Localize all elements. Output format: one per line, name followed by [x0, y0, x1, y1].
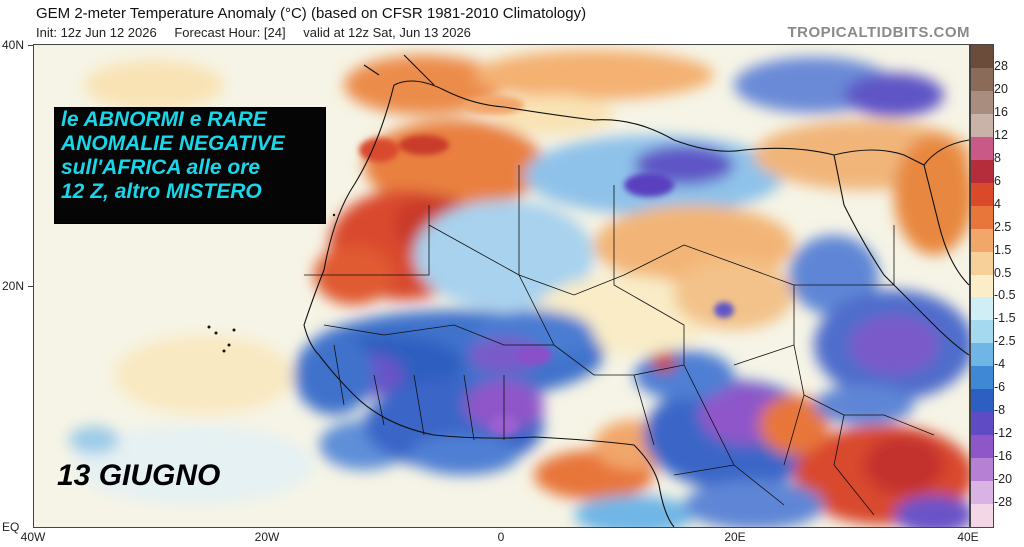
colorbar-label: 20 — [994, 81, 1008, 96]
valid-time: valid at 12z Sat, Jun 13 2026 — [303, 25, 471, 40]
colorbar-label: 28 — [994, 58, 1008, 73]
lon-label-0: 0 — [497, 530, 505, 544]
init-time: Init: 12z Jun 12 2026 — [36, 25, 157, 40]
annotation-line: le ABNORMI e RARE — [61, 108, 267, 131]
colorbar-swatch — [971, 182, 993, 206]
site-brand: TROPICALTIDBITS.COM — [787, 24, 970, 41]
lon-label-20e: 20E — [724, 530, 746, 544]
colorbar-swatch — [971, 159, 993, 183]
annotation-line: ANOMALIE NEGATIVE — [61, 132, 285, 155]
annotation-box: le ABNORMI e RARE ANOMALIE NEGATIVE sull… — [54, 107, 326, 224]
lat-label-20n: 20N — [2, 279, 25, 293]
chart-subtitle: Init: 12z Jun 12 2026 Forecast Hour: [24… — [36, 25, 485, 40]
colorbar-swatch — [971, 435, 993, 459]
colorbar-swatch — [971, 113, 993, 137]
colorbar-label: 4 — [994, 196, 1001, 211]
colorbar-swatch — [971, 228, 993, 252]
colorbar-label: -2.5 — [994, 334, 1016, 349]
annotation-line: 12 Z, altro MISTERO — [61, 180, 262, 203]
annotation-line: sull'AFRICA alle ore — [61, 156, 261, 179]
colorbar-label: -28 — [994, 495, 1013, 510]
anomaly-map — [33, 44, 970, 528]
colorbar-label: -8 — [994, 403, 1006, 418]
anomaly-blobs — [69, 50, 969, 527]
lat-label-eq: EQ — [2, 520, 20, 534]
colorbar-swatch — [971, 297, 993, 321]
colorbar-label: -4 — [994, 357, 1006, 372]
colorbar-swatch — [971, 504, 993, 528]
colorbar-label: 6 — [994, 173, 1001, 188]
colorbar-label: 1.5 — [994, 242, 1012, 257]
colorbar-label: 2.5 — [994, 219, 1012, 234]
chart-title: GEM 2-meter Temperature Anomaly (°C) (ba… — [36, 5, 587, 22]
colorbar-swatch — [971, 366, 993, 390]
colorbar-label: 16 — [994, 104, 1008, 119]
colorbar-swatch — [971, 320, 993, 344]
lat-tick — [28, 286, 33, 287]
colorbar-label: -20 — [994, 472, 1013, 487]
colorbar-swatch — [971, 389, 993, 413]
coastlines — [303, 54, 969, 527]
lat-tick — [28, 45, 33, 46]
anomaly-field — [34, 45, 969, 527]
colorbar-label: -6 — [994, 380, 1006, 395]
colorbar-swatch — [971, 251, 993, 275]
colorbar-swatch — [971, 274, 993, 298]
colorbar-swatch — [971, 481, 993, 505]
colorbar-swatch — [971, 458, 993, 482]
colorbar-swatch — [971, 67, 993, 91]
colorbar-swatch — [971, 90, 993, 114]
colorbar-swatch — [971, 45, 993, 68]
lon-label-40e: 40E — [957, 530, 979, 544]
lon-label-20w: 20W — [254, 530, 280, 544]
colorbar-swatch — [971, 205, 993, 229]
colorbar-label: -1.5 — [994, 311, 1016, 326]
colorbar-swatch — [971, 136, 993, 160]
colorbar-label: 12 — [994, 127, 1008, 142]
colorbar — [970, 44, 994, 528]
forecast-hour: Forecast Hour: [24] — [174, 25, 286, 40]
colorbar-labels: 28 20 16 12 8 6 4 2.5 1.5 0.5 -0.5 -1.5 -2.5 -4 -6 -8 -1… — [994, 44, 1022, 526]
colorbar-swatch — [971, 412, 993, 436]
colorbar-label: -12 — [994, 426, 1013, 441]
colorbar-label: 0.5 — [994, 265, 1012, 280]
date-label: 13 GIUGNO — [57, 459, 221, 492]
colorbar-label: -0.5 — [994, 288, 1016, 303]
colorbar-swatch — [971, 343, 993, 367]
colorbar-label: -16 — [994, 449, 1013, 464]
colorbar-label: 8 — [994, 150, 1001, 165]
lon-label-40w: 40W — [20, 530, 46, 544]
lat-label-40n: 40N — [2, 38, 25, 52]
borders — [304, 165, 935, 516]
